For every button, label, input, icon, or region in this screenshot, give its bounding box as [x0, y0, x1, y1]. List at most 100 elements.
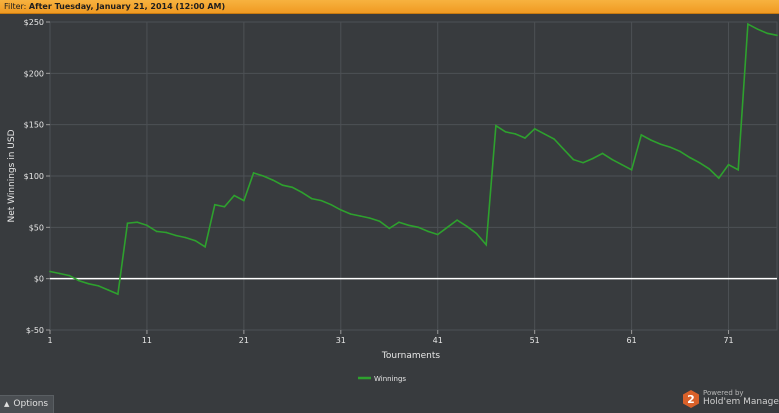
- data-point: [747, 23, 749, 25]
- data-point: [58, 272, 61, 275]
- data-point: [155, 230, 158, 233]
- data-point: [475, 232, 478, 235]
- data-point: [349, 213, 352, 215]
- data-point: [310, 197, 313, 200]
- data-point: [543, 133, 546, 135]
- powered-by-text: Powered by: [703, 389, 744, 397]
- grid-lines: [49, 21, 778, 331]
- winnings-chart: $-50$0$50$100$150$200$250 1 11 21 31 41 51 61 7…: [7, 18, 778, 383]
- data-point: [504, 131, 507, 133]
- data-point: [553, 138, 555, 140]
- x-tick-label: 41: [433, 336, 443, 345]
- data-point: [756, 28, 759, 30]
- y-tick-label: $0: [34, 275, 44, 284]
- winnings-series-points: [49, 23, 778, 295]
- data-point: [592, 157, 594, 160]
- data-point: [136, 221, 139, 223]
- data-point: [87, 283, 90, 285]
- x-tick-label: 61: [627, 336, 637, 345]
- data-point: [378, 220, 381, 222]
- data-point: [466, 225, 468, 228]
- data-point: [117, 293, 119, 295]
- data-point: [417, 226, 420, 229]
- chevron-up-icon: ▲: [4, 400, 10, 408]
- data-point: [456, 219, 458, 221]
- data-point: [708, 168, 710, 170]
- data-point: [601, 152, 604, 155]
- data-point: [630, 169, 633, 171]
- data-point: [562, 148, 565, 151]
- data-point: [582, 161, 584, 164]
- data-point: [495, 124, 497, 127]
- x-tick-label: 1: [47, 336, 52, 345]
- y-tick-label: $50: [29, 223, 44, 232]
- data-point: [291, 186, 294, 189]
- x-axis: 1 11 21 31 41 51 61 71: [47, 330, 734, 345]
- data-point: [165, 231, 168, 234]
- data-point: [340, 209, 342, 211]
- y-axis: $-50 $0 $50 $100 $150 $200 $250: [24, 18, 50, 335]
- data-point: [659, 143, 662, 145]
- data-point: [727, 163, 730, 166]
- data-point: [243, 199, 245, 202]
- data-point: [766, 32, 769, 35]
- data-point: [204, 246, 206, 248]
- data-point: [107, 289, 109, 291]
- options-button[interactable]: ▲ Options: [0, 395, 54, 413]
- data-point: [718, 177, 720, 179]
- y-tick-label: $150: [24, 121, 44, 130]
- data-point: [621, 163, 623, 166]
- data-point: [126, 222, 129, 225]
- data-point: [388, 227, 391, 230]
- data-point: [194, 239, 197, 242]
- x-tick-label: 11: [142, 336, 152, 345]
- data-point: [184, 236, 187, 239]
- data-point: [233, 194, 235, 197]
- data-point: [272, 179, 274, 181]
- data-point: [776, 34, 778, 37]
- y-tick-label: $250: [24, 18, 44, 27]
- data-point: [669, 146, 672, 149]
- data-point: [146, 224, 148, 227]
- data-point: [301, 191, 303, 194]
- data-point: [262, 175, 265, 177]
- data-point: [698, 161, 701, 164]
- svg-text:2: 2: [687, 393, 695, 406]
- data-point: [213, 203, 216, 206]
- x-tick-label: 21: [239, 336, 249, 345]
- legend-label-winnings: Winnings: [374, 375, 406, 383]
- filter-bar[interactable]: Filter: After Tuesday, January 21, 2014 …: [0, 0, 779, 14]
- x-tick-label: 31: [336, 336, 346, 345]
- data-point: [524, 137, 526, 139]
- data-point: [640, 134, 643, 136]
- x-tick-label: 71: [723, 336, 733, 345]
- y-axis-label: Net Winnings in USD: [7, 129, 17, 222]
- data-point: [252, 172, 255, 174]
- data-point: [68, 274, 71, 277]
- filter-value: After Tuesday, January 21, 2014 (12:00 A…: [28, 2, 226, 11]
- hm2-badge-icon: 2: [683, 390, 699, 408]
- filter-label: Filter:: [4, 2, 29, 11]
- legend[interactable]: Winnings: [358, 375, 406, 383]
- x-axis-label: Tournaments: [381, 351, 440, 361]
- data-point: [688, 156, 691, 159]
- data-point: [446, 226, 449, 229]
- data-point: [737, 169, 740, 171]
- data-point: [281, 184, 284, 187]
- data-point: [359, 215, 361, 217]
- data-point: [78, 279, 80, 282]
- x-tick-label: 51: [530, 336, 540, 345]
- y-tick-label: $200: [24, 69, 44, 78]
- data-point: [650, 139, 652, 141]
- winnings-series-line: [49, 22, 778, 296]
- data-point: [398, 221, 400, 223]
- data-point: [97, 285, 100, 287]
- y-tick-label: $100: [24, 172, 44, 181]
- data-point: [223, 206, 226, 208]
- data-point: [485, 243, 488, 246]
- options-label: Options: [13, 399, 49, 409]
- data-point: [330, 203, 332, 206]
- y-tick-label: $-50: [26, 326, 44, 335]
- data-point: [514, 133, 517, 135]
- data-point: [320, 199, 323, 202]
